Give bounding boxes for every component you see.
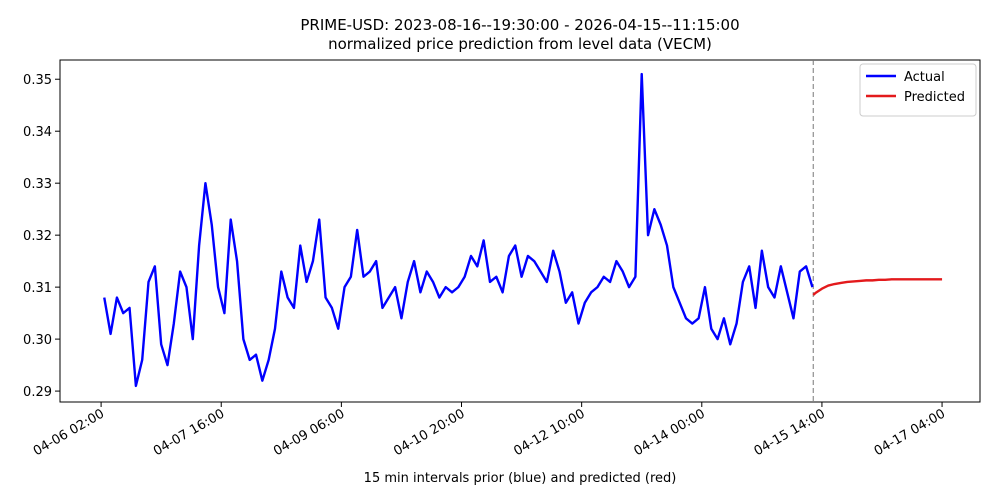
x-tick-label: 04-17 04:00 xyxy=(872,406,948,459)
x-tick-label: 04-15 14:00 xyxy=(752,406,828,459)
x-tick-label: 04-09 06:00 xyxy=(271,406,347,459)
x-tick-label: 04-12 10:00 xyxy=(511,406,587,459)
legend-label: Actual xyxy=(904,70,945,85)
y-tick-label: 0.33 xyxy=(23,177,52,192)
x-tick-label: 04-10 20:00 xyxy=(391,406,467,459)
x-tick-label: 04-07 16:00 xyxy=(151,406,227,459)
series-line xyxy=(103,72,814,388)
y-tick-label: 0.34 xyxy=(23,125,52,140)
y-tick-label: 0.30 xyxy=(23,333,52,348)
y-tick-label: 0.29 xyxy=(23,385,52,400)
legend-label: Predicted xyxy=(904,90,965,105)
plot-area xyxy=(59,59,981,403)
series-line xyxy=(812,278,943,296)
chart-title: PRIME-USD: 2023-08-16--19:30:00 - 2026-0… xyxy=(300,16,739,34)
y-tick-label: 0.31 xyxy=(23,281,52,296)
y-tick-label: 0.32 xyxy=(23,229,52,244)
chart-subtitle: normalized price prediction from level d… xyxy=(328,35,712,53)
x-axis-label: 15 min intervals prior (blue) and predic… xyxy=(364,471,677,486)
x-tick-label: 04-06 02:00 xyxy=(31,406,107,459)
x-tick-label: 04-14 00:00 xyxy=(632,406,708,459)
y-tick-label: 0.35 xyxy=(23,73,52,88)
